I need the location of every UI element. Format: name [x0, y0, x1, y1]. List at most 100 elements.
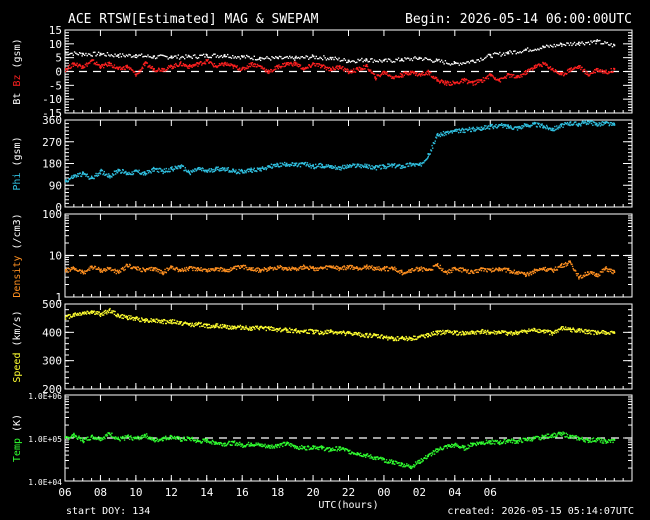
noise-dot — [477, 271, 479, 274]
data-point — [427, 269, 430, 271]
noise-dot — [187, 169, 190, 172]
noise-dot — [324, 330, 326, 332]
data-point — [586, 271, 589, 274]
noise-dot — [77, 173, 79, 175]
noise-dot — [126, 317, 128, 320]
noise-dot — [168, 168, 170, 170]
noise-dot — [423, 162, 425, 164]
noise-dot — [421, 334, 424, 337]
noise-dot — [110, 62, 112, 65]
noise-dot — [489, 333, 492, 335]
noise-dot — [150, 318, 152, 320]
data-point — [250, 267, 253, 269]
noise-dot — [558, 125, 560, 127]
noise-dot — [237, 55, 239, 58]
noise-dot — [486, 127, 488, 129]
noise-dot — [258, 327, 260, 330]
noise-dot — [318, 163, 320, 166]
noise-dot — [281, 65, 283, 68]
noise-dot — [101, 169, 104, 172]
noise-dot — [179, 270, 181, 273]
noise-dot — [76, 62, 78, 65]
noise-dot — [136, 316, 138, 319]
noise-dot — [202, 53, 205, 56]
noise-dot — [497, 270, 500, 272]
noise-dot — [337, 68, 340, 70]
noise-dot — [161, 54, 163, 56]
noise-dot — [332, 166, 335, 168]
noise-dot — [150, 66, 152, 68]
noise-dot — [347, 72, 350, 75]
noise-dot — [536, 329, 538, 331]
series-phi — [65, 120, 616, 183]
noise-dot — [194, 168, 197, 170]
noise-dot — [221, 166, 224, 169]
noise-dot — [208, 62, 211, 64]
noise-dot — [359, 59, 362, 61]
noise-dot — [538, 65, 541, 67]
noise-dot — [169, 322, 171, 324]
noise-dot — [79, 312, 81, 314]
noise-dot — [81, 437, 83, 439]
noise-dot — [228, 270, 230, 273]
noise-dot — [473, 272, 475, 275]
noise-dot — [480, 57, 482, 59]
noise-dot — [142, 174, 145, 176]
noise-dot — [65, 268, 68, 271]
noise-dot — [251, 62, 254, 64]
noise-dot — [179, 322, 181, 325]
noise-dot — [572, 68, 574, 71]
data-point — [338, 65, 341, 67]
noise-dot — [70, 52, 72, 55]
noise-dot — [225, 269, 227, 271]
noise-dot — [211, 169, 213, 171]
noise-dot — [68, 313, 70, 316]
noise-dot — [123, 55, 125, 57]
noise-dot — [99, 172, 101, 174]
y-tick-label: 10 — [49, 38, 62, 51]
noise-dot — [119, 53, 121, 55]
noise-dot — [253, 326, 255, 329]
noise-dot — [509, 270, 512, 272]
noise-dot — [472, 126, 474, 129]
noise-dot — [367, 68, 369, 71]
noise-dot — [95, 311, 97, 313]
noise-dot — [609, 270, 612, 273]
noise-dot — [158, 67, 160, 69]
noise-dot — [568, 71, 570, 73]
noise-dot — [343, 331, 345, 333]
noise-dot — [432, 147, 434, 149]
noise-dot — [321, 165, 324, 168]
noise-dot — [359, 165, 361, 168]
noise-dot — [507, 52, 510, 55]
noise-dot — [485, 125, 487, 127]
noise-dot — [510, 271, 512, 274]
noise-dot — [183, 63, 185, 66]
data-point — [73, 174, 75, 177]
noise-dot — [446, 273, 448, 275]
noise-dot — [259, 271, 262, 273]
noise-dot — [297, 269, 300, 271]
noise-dot — [382, 71, 384, 73]
noise-dot — [255, 325, 257, 328]
noise-dot — [509, 127, 511, 129]
noise-dot — [92, 310, 94, 313]
noise-dot — [188, 67, 190, 69]
noise-dot — [305, 165, 307, 167]
noise-dot — [602, 72, 604, 74]
noise-dot — [450, 269, 452, 271]
noise-dot — [245, 171, 247, 174]
noise-dot — [393, 268, 395, 270]
noise-dot — [602, 329, 605, 332]
noise-dot — [582, 120, 584, 123]
noise-dot — [198, 63, 200, 65]
data-point — [578, 65, 580, 67]
noise-dot — [477, 128, 479, 130]
noise-dot — [210, 325, 212, 327]
noise-dot — [609, 71, 612, 73]
noise-dot — [283, 65, 285, 68]
noise-dot — [191, 171, 193, 173]
noise-dot — [199, 322, 202, 325]
noise-dot — [603, 123, 605, 125]
